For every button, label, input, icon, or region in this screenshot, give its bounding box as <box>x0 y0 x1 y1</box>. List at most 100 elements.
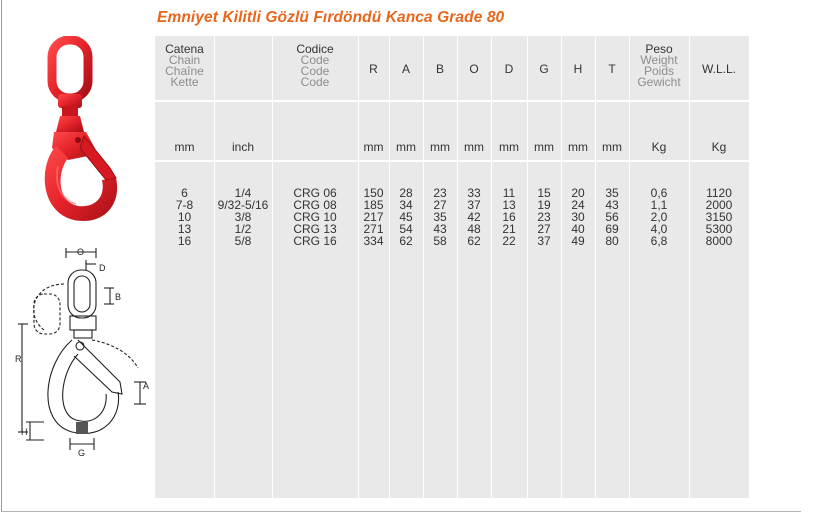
table-cell: CRG 13 <box>293 222 337 236</box>
table-cell: 2000 <box>705 198 733 212</box>
table-cell: 20 <box>571 186 585 200</box>
data-column: 0,6 1,1 2,0 4,0 6,8 <box>629 187 689 247</box>
table-cell: 271 <box>363 222 384 236</box>
header-translation: Weight <box>640 53 678 67</box>
unit-cell: inch <box>231 140 254 154</box>
unit-cell: Kg <box>651 140 667 154</box>
table-cell: 0,6 <box>650 186 668 200</box>
header-title: T <box>608 62 616 76</box>
data-column: 6 7-8 10 13 16 <box>155 187 214 247</box>
table-cell: 15 <box>537 186 551 200</box>
table-cell: 16 <box>177 234 192 248</box>
table-cell: 1120 <box>706 186 732 200</box>
table-cell: 21 <box>502 222 516 236</box>
table-cell: 9/32-5/16 <box>217 198 269 212</box>
header-translation: Poids <box>643 64 675 78</box>
diagram-label-h: H <box>21 427 28 437</box>
diagram-label-b: B <box>115 292 121 302</box>
table-column-divider <box>527 36 528 498</box>
table-cell: 27 <box>433 198 447 212</box>
table-column-divider <box>457 36 458 498</box>
table-column-divider <box>389 36 390 498</box>
header-translation: Code <box>300 53 330 67</box>
header-title: D <box>504 62 514 76</box>
unit-cell: mm <box>363 140 384 154</box>
table-cell: 54 <box>399 222 413 236</box>
table-row-divider <box>155 100 749 102</box>
header-translation: Chaîne <box>165 64 204 78</box>
header-title: B <box>435 62 444 76</box>
data-column: CRG 06 CRG 08 CRG 10 CRG 13 CRG 16 <box>272 187 358 247</box>
table-cell: 185 <box>363 198 384 212</box>
table-cell: 5/8 <box>234 234 252 248</box>
column-header: Peso Weight Poids Gewicht <box>629 43 689 89</box>
table-cell: 1/4 <box>234 186 252 200</box>
product-title: Emniyet Kilitli Gözlü Fırdöndü Kanca Gra… <box>157 9 505 26</box>
table-cell: 28 <box>399 186 413 200</box>
header-title: Catena <box>165 42 204 56</box>
unit-cell: mm <box>568 140 588 154</box>
diagram-label-o: O <box>77 247 84 257</box>
table-cell: 4,0 <box>650 222 668 236</box>
table-cell: 13 <box>502 198 516 212</box>
swivel-hook-photo-icon <box>44 36 118 221</box>
table-cell: 34 <box>399 198 413 212</box>
header-translation: Code <box>300 75 330 89</box>
table-cell: 56 <box>605 210 619 224</box>
table-cell: 150 <box>363 186 384 200</box>
table-cell: 3150 <box>705 210 733 224</box>
data-column: 150 185 217 271 334 <box>358 187 389 247</box>
table-cell: 24 <box>571 198 585 212</box>
unit-cell: mm <box>499 140 519 154</box>
table-cell: 10 <box>177 210 192 224</box>
table-cell: 30 <box>571 210 585 224</box>
table-cell: 40 <box>571 222 585 236</box>
page-frame-bottom <box>1 511 801 512</box>
header-translation: Chain <box>168 53 201 67</box>
table-cell: 43 <box>605 198 619 212</box>
diagram-label-d: D <box>99 263 106 273</box>
table-cell: 3/8 <box>234 210 252 224</box>
header-title: O <box>469 62 479 76</box>
table-cell: 22 <box>502 234 516 248</box>
table-column-divider <box>423 36 424 498</box>
table-column-divider <box>272 36 273 498</box>
table-cell: 1,1 <box>650 198 668 212</box>
table-cell: 33 <box>467 186 481 200</box>
table-cell: 48 <box>467 222 481 236</box>
table-row-divider <box>155 160 749 162</box>
table-column-divider <box>214 36 215 498</box>
page-frame-left <box>1 0 2 512</box>
unit-cell: mm <box>174 140 195 154</box>
data-column: 35 43 56 69 80 <box>595 187 629 247</box>
table-cell: 16 <box>502 210 516 224</box>
table-cell: 217 <box>363 210 384 224</box>
diagram-label-r: R <box>15 354 22 364</box>
data-column: 23 27 35 43 58 <box>423 187 457 247</box>
table-cell: 69 <box>605 222 619 236</box>
table-cell: 23 <box>433 186 447 200</box>
header-translation: Gewicht <box>637 75 681 89</box>
spec-table: Catena Chain Chaîne Kette mm 6 7-8 10 13 16 inch 1/… <box>155 36 749 498</box>
table-cell: 7-8 <box>175 198 194 212</box>
table-cell: 6 <box>181 186 188 200</box>
table-cell: 6,8 <box>650 234 668 248</box>
table-cell: 45 <box>399 210 413 224</box>
header-title: G <box>539 62 549 76</box>
table-cell: 49 <box>571 234 585 248</box>
table-column-divider <box>629 36 630 498</box>
table-column-divider <box>491 36 492 498</box>
header-title: A <box>401 62 410 76</box>
table-cell: 62 <box>399 234 413 248</box>
unit-cell: mm <box>396 140 416 154</box>
table-cell: 1/2 <box>234 222 252 236</box>
table-cell: 334 <box>363 234 384 248</box>
table-column-divider <box>595 36 596 498</box>
table-cell: CRG 08 <box>293 198 337 212</box>
hook-dimension-diagram-icon: O D B R A H G <box>15 247 149 458</box>
table-cell: 13 <box>177 222 192 236</box>
column-header: H <box>561 63 595 75</box>
header-title: Codice <box>296 42 334 56</box>
column-header: W.L.L. <box>689 63 749 75</box>
table-cell: 5300 <box>705 222 733 236</box>
